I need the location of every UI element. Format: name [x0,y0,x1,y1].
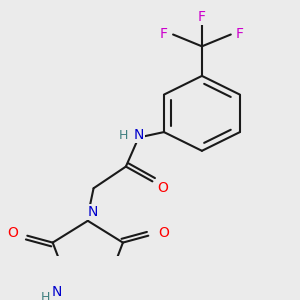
Text: F: F [236,28,244,41]
Text: N: N [52,285,62,299]
Text: H: H [40,291,50,300]
Text: N: N [134,128,144,142]
Text: H: H [119,128,128,142]
Text: O: O [7,226,18,240]
Text: F: F [160,28,168,41]
Text: O: O [158,181,168,195]
Text: O: O [158,226,169,240]
Text: F: F [198,10,206,24]
Text: N: N [87,205,98,219]
